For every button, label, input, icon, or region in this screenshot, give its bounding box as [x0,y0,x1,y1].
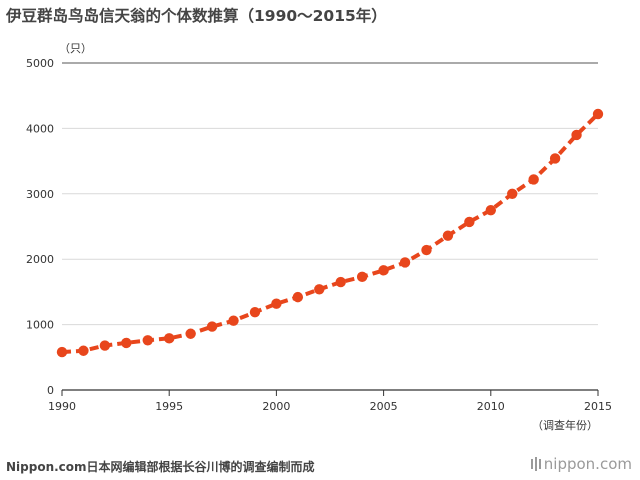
series-line [61,112,600,355]
axes [61,62,599,396]
data-point [399,257,411,268]
data-point [464,216,475,228]
grid-lines [62,62,598,326]
data-point [228,315,239,326]
data-point [442,230,454,241]
data-point [78,345,89,356]
y-tick-label: 4000 [26,122,54,135]
x-tick-label: 2010 [477,400,505,413]
data-point [549,153,561,164]
y-tick-label: 5000 [26,57,54,70]
data-point [99,340,111,351]
brand-logo[interactable]: nippon.com [530,455,632,473]
data-point [185,328,196,339]
data-point [271,298,282,309]
x-tick-label: 1990 [48,400,76,413]
data-point [421,244,432,256]
data-point [507,188,518,199]
data-point [571,129,582,141]
x-tick-label: 2005 [370,400,398,413]
brand-name: nippon.com [543,455,632,473]
tick-labels: 0 1000 2000 3000 4000 5000 1990 1995 2000 2005 201… [26,57,612,413]
data-point [485,204,496,216]
y-tick-label: 3000 [26,188,54,201]
chart-title: 伊豆群岛鸟岛信天翁的个体数推算（1990〜2015年） [6,7,387,25]
data-point [56,346,68,358]
source-note: Nippon.com日本网编辑部根据长谷川博的调查编制而成 [6,460,315,474]
data-point [592,108,604,120]
y-tick-label: 0 [47,384,54,397]
brand-mark-icon [530,457,541,471]
x-tick-label: 2015 [584,400,612,413]
data-point [142,335,153,346]
data-point [249,306,261,318]
data-point [356,271,368,283]
data-point [206,321,218,332]
data-point [378,265,389,276]
x-tick-label: 2000 [262,400,290,413]
data-point [164,333,175,344]
y-axis-label: （只） [59,42,92,55]
x-tick-label: 1995 [155,400,183,413]
data-point [292,291,304,303]
x-axis-label: （调查年份） [532,418,598,432]
data-point [335,276,346,288]
data-point [121,337,132,349]
y-tick-label: 2000 [26,253,54,266]
data-point [528,174,539,185]
data-series [56,108,604,358]
y-tick-label: 1000 [26,319,54,332]
data-point [314,284,325,295]
